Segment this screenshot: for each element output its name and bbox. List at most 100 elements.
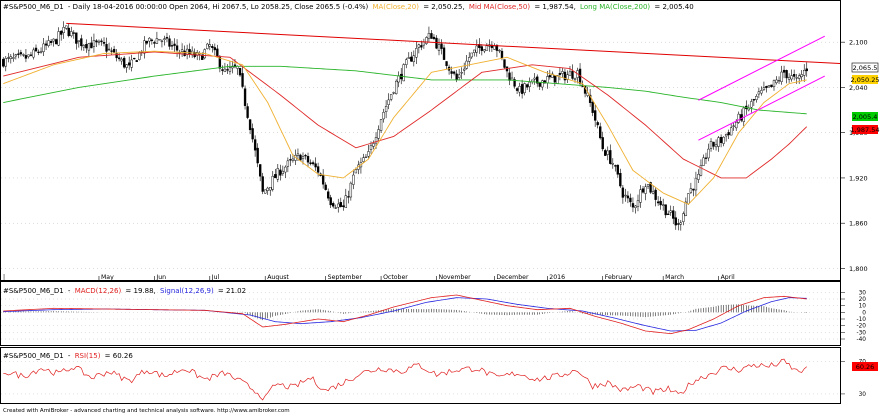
candle-body xyxy=(306,156,310,163)
candle-body xyxy=(392,92,395,94)
candle-body xyxy=(77,40,81,42)
candle-body xyxy=(616,164,620,175)
candle-body xyxy=(674,217,677,226)
macd-series-layer xyxy=(3,294,807,335)
candle-body xyxy=(546,76,549,84)
candle-body xyxy=(672,210,675,219)
close-badge-text: 2,065.5 xyxy=(853,64,878,72)
candle-body xyxy=(253,139,257,151)
candle-body xyxy=(395,80,398,94)
candle-body xyxy=(452,71,456,74)
rsi-label: RSI(15) xyxy=(75,352,101,360)
candle-body xyxy=(432,36,436,39)
candle-body xyxy=(528,81,531,87)
price-axis-label: 1,920 xyxy=(849,174,868,182)
candle-body xyxy=(407,57,410,59)
candle-body xyxy=(377,129,380,139)
macd-axis-label: 0 xyxy=(862,310,866,316)
candle-body xyxy=(699,164,703,176)
macd-axis-label: -40 xyxy=(857,337,867,343)
price-title: #S&P500_M6_D1 - Daily 18-04-2016 00:00:0… xyxy=(3,3,694,11)
candle-body xyxy=(626,195,630,199)
candle-body xyxy=(329,197,332,206)
candle-body xyxy=(757,91,761,95)
candle-body xyxy=(480,46,484,51)
candle-body xyxy=(619,172,622,187)
candle-body xyxy=(604,150,607,156)
candle-body xyxy=(536,76,539,84)
candle-body xyxy=(168,38,171,47)
candle-body xyxy=(588,94,592,103)
time-axis-label: April xyxy=(721,274,735,281)
rsi-badge-text: 60.26 xyxy=(856,363,875,371)
candle-body xyxy=(523,83,526,93)
candle-body xyxy=(261,176,264,192)
candle-body xyxy=(606,150,609,155)
candle-body xyxy=(97,40,101,43)
time-axis-label: February xyxy=(605,274,633,281)
candle-body xyxy=(601,137,604,150)
candle-body xyxy=(180,49,184,52)
candle-body xyxy=(22,54,25,56)
grid-layer xyxy=(1,41,840,395)
candle-body xyxy=(563,71,567,81)
candle-body xyxy=(110,50,113,52)
candle-body xyxy=(755,96,758,101)
candle-body xyxy=(533,77,536,80)
ma200-value: = 2,005.40 xyxy=(654,3,693,11)
candle-body xyxy=(223,68,227,72)
candle-body xyxy=(722,136,725,144)
candle-body xyxy=(352,174,355,185)
candle-body xyxy=(57,31,60,46)
candle-body xyxy=(777,80,781,82)
candle-body xyxy=(301,156,305,159)
candle-body xyxy=(379,119,383,131)
candle-body xyxy=(44,43,48,46)
macd-axis-label: 20 xyxy=(859,297,867,303)
candle-body xyxy=(32,49,35,58)
candle-body xyxy=(284,166,287,173)
candle-body xyxy=(732,125,735,127)
candle-body xyxy=(568,71,572,76)
candle-body xyxy=(803,69,806,76)
candle-body xyxy=(309,162,312,164)
candle-body xyxy=(714,144,718,148)
candle-body xyxy=(561,71,564,74)
candle-body xyxy=(117,57,121,60)
candle-body xyxy=(148,37,151,42)
candle-body xyxy=(311,162,315,165)
candle-body xyxy=(271,175,274,190)
candle-body xyxy=(450,71,453,74)
candle-body xyxy=(364,156,368,158)
candle-body xyxy=(120,58,123,62)
candle-body xyxy=(692,188,695,191)
candle-body xyxy=(735,121,738,129)
candle-body xyxy=(682,213,685,222)
ma20-badge: 2,050.25 xyxy=(851,75,880,84)
candle-body xyxy=(82,45,86,48)
candle-body xyxy=(258,164,262,177)
macd-axis-label: 30 xyxy=(859,290,867,296)
candle-body xyxy=(299,154,302,161)
candle-body xyxy=(52,38,55,42)
candle-body xyxy=(780,71,783,82)
ma200-line xyxy=(3,65,807,115)
candle-body xyxy=(170,45,174,47)
candle-body xyxy=(787,76,791,80)
candle-body xyxy=(664,204,667,216)
price-axis-label: 1,800 xyxy=(849,265,868,273)
candle-body xyxy=(661,204,665,206)
ma200-badge-box xyxy=(852,112,878,121)
candle-body xyxy=(752,99,756,101)
candle-body xyxy=(460,72,463,74)
candle-body xyxy=(374,137,378,144)
candle-body xyxy=(782,69,786,73)
candle-body xyxy=(138,52,141,60)
candle-body xyxy=(326,191,330,199)
candle-body xyxy=(60,30,63,35)
ma20-badge-text: 2,050.25 xyxy=(851,76,880,84)
candle-body xyxy=(687,193,690,204)
candle-body xyxy=(188,49,191,55)
candle-body xyxy=(427,33,431,39)
